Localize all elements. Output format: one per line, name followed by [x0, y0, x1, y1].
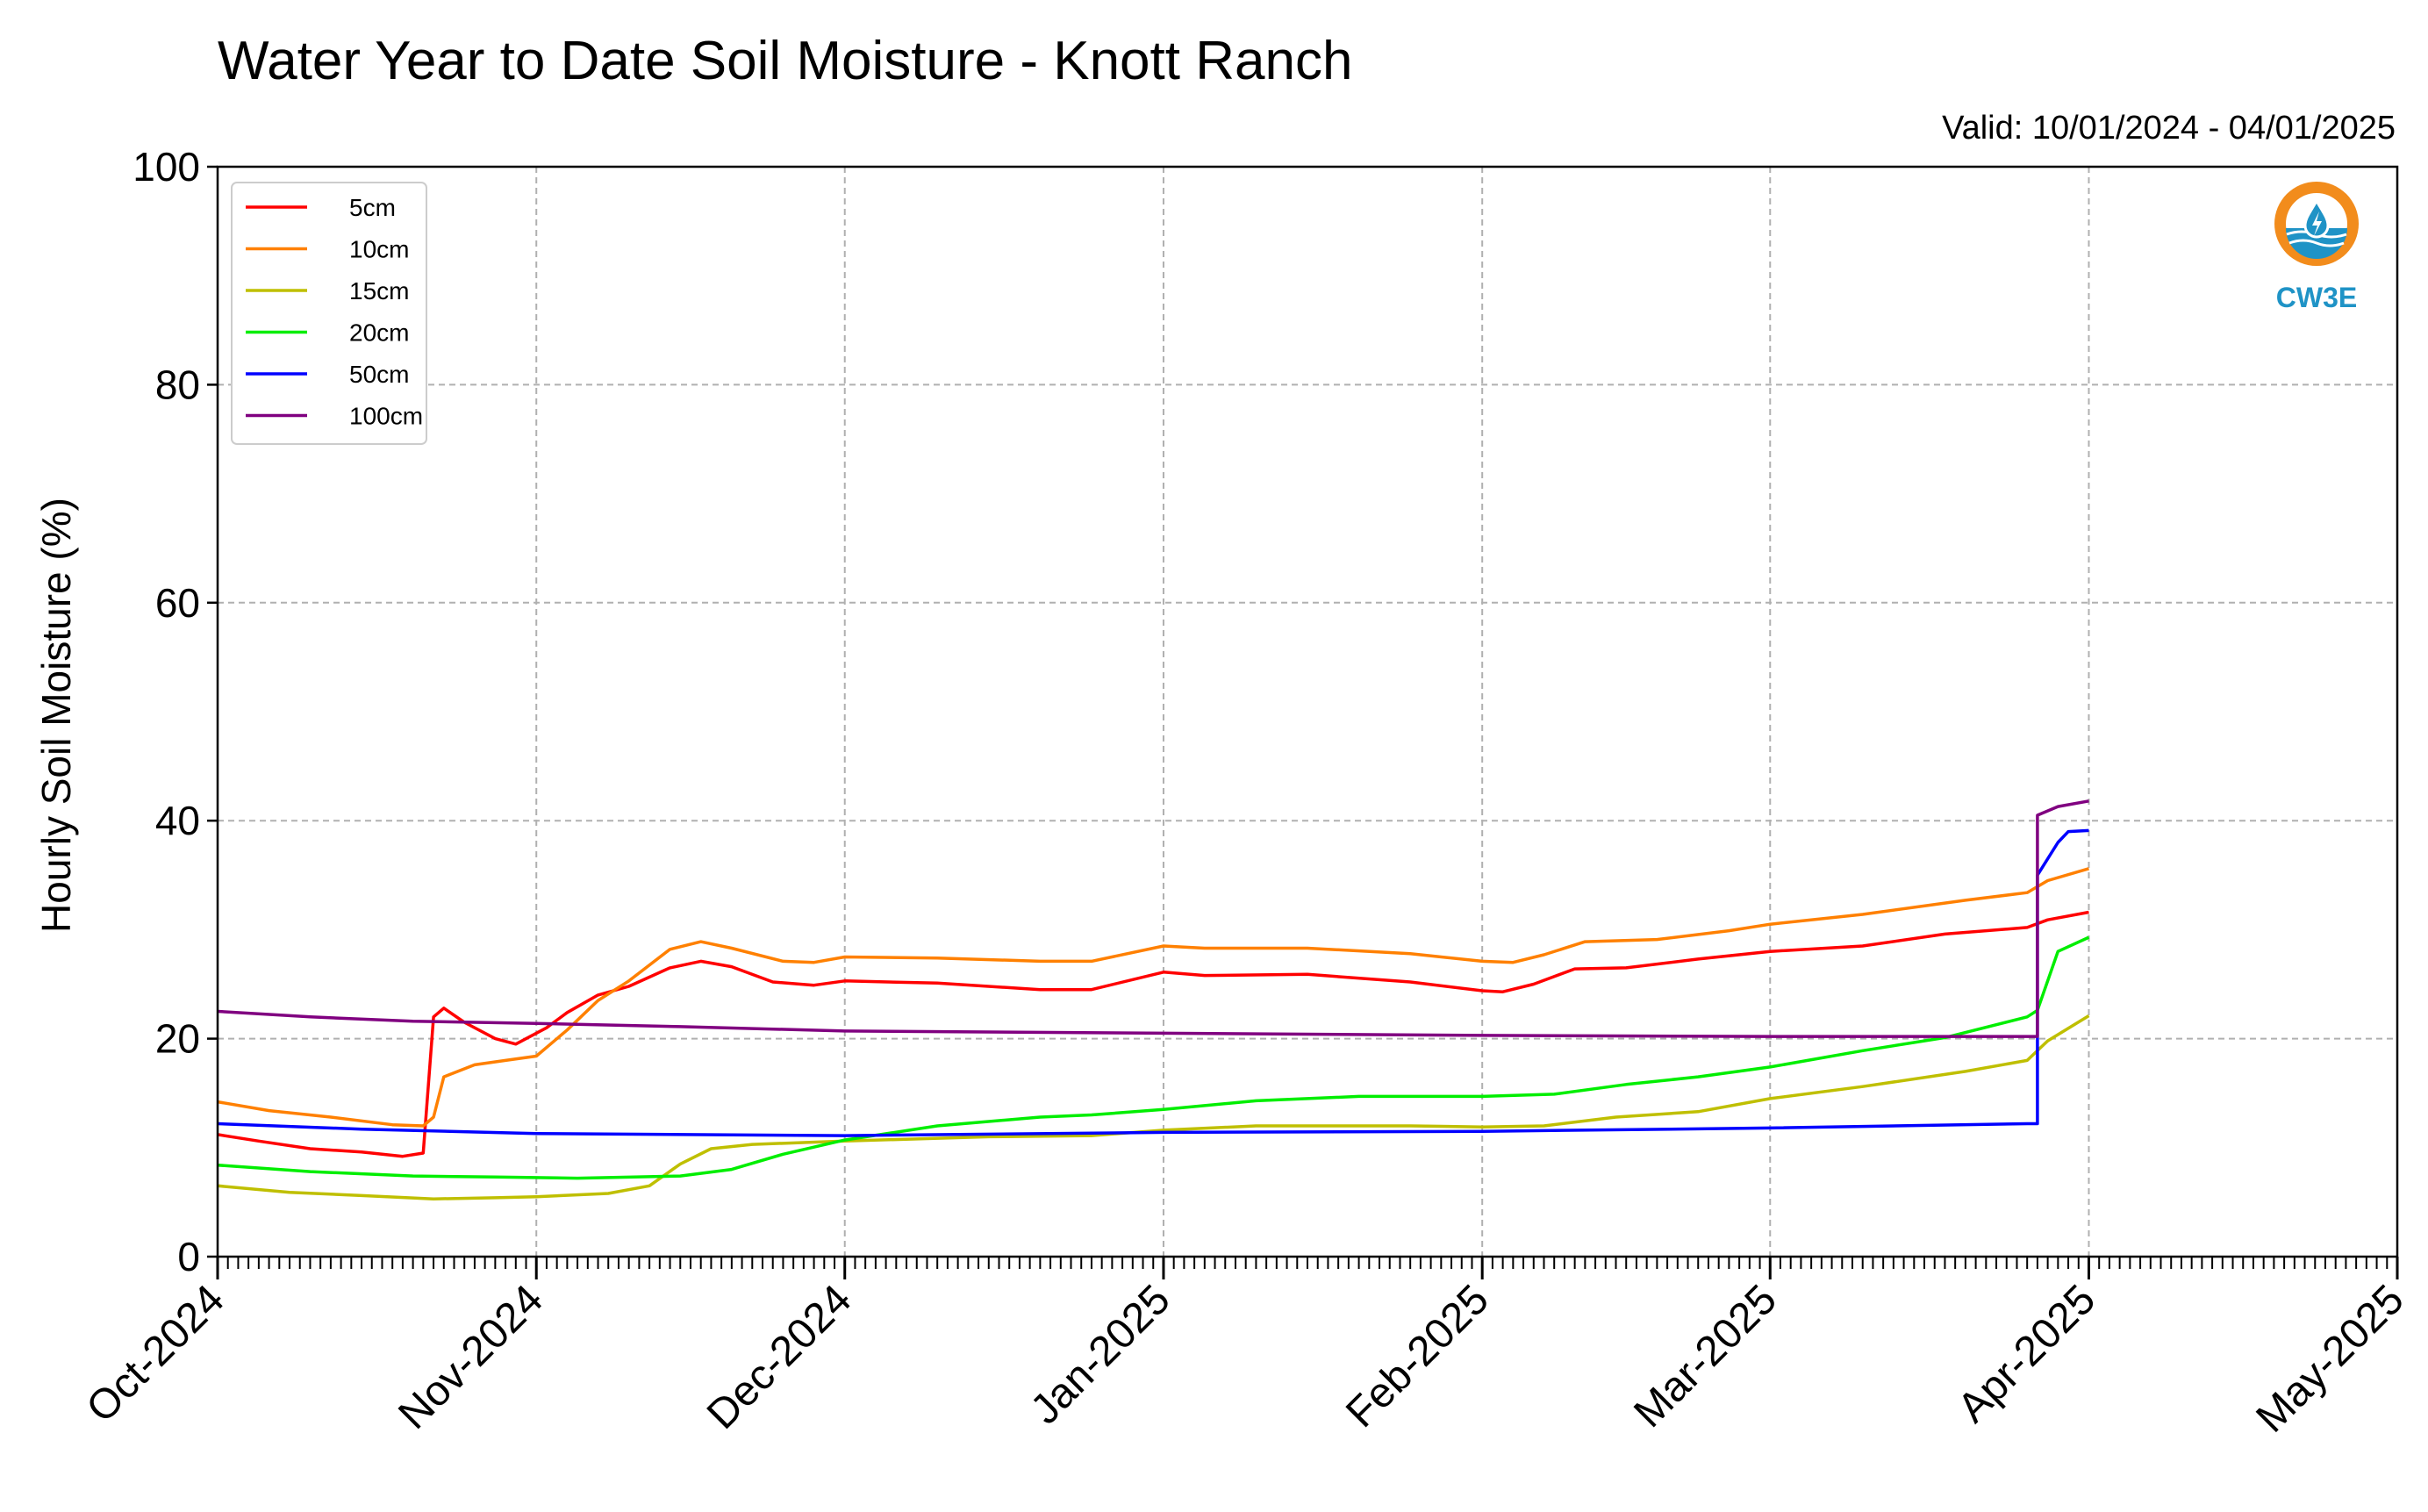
series-line-10cm [217, 867, 2089, 1128]
series-line-5cm [217, 910, 2089, 1158]
grid [218, 167, 2397, 1257]
logo-wave-2 [2288, 239, 2345, 247]
y-tick-label: 100 [133, 144, 200, 190]
chart-subtitle: Valid: 10/01/2024 - 04/01/2025 [1942, 110, 2396, 147]
series-line-15cm [217, 1014, 2090, 1200]
series-line-50cm [217, 828, 2089, 1137]
series-line-20cm [217, 935, 2090, 1180]
legend-label-100cm: 100cm [349, 403, 423, 430]
y-tick-label: 0 [177, 1234, 200, 1279]
x-tick-label: Feb-2025 [1337, 1276, 1498, 1437]
cw3e-logo: CW3E [2274, 182, 2359, 313]
x-tick-label: Jan-2025 [1022, 1276, 1179, 1433]
y-axis-label: Hourly Soil Moisture (%) [33, 498, 79, 933]
y-tick-label: 80 [155, 362, 200, 407]
plot-frame [216, 165, 2399, 1258]
y-tick-label: 20 [155, 1016, 200, 1062]
chart-title: Water Year to Date Soil Moisture - Knott… [218, 31, 1352, 91]
x-tick-label: May-2025 [2247, 1276, 2412, 1441]
x-tick-label: Mar-2025 [1625, 1276, 1786, 1437]
legend-label-5cm: 5cm [349, 194, 396, 221]
legend: 5cm 10cm 15cm 20cm 50cm 100cm [231, 182, 427, 445]
x-tick-label: Dec-2024 [698, 1276, 861, 1438]
legend-label-15cm: 15cm [349, 277, 409, 305]
y-ticks: 0 20 40 60 80 100 [133, 144, 218, 1279]
legend-label-10cm: 10cm [349, 236, 409, 263]
x-minor-ticks [217, 1257, 2398, 1269]
x-ticks: Oct-2024 Nov-2024 Dec-2024 Jan-2025 Feb-2025… [78, 1257, 2413, 1442]
x-tick-label: Apr-2025 [1949, 1276, 2104, 1431]
x-tick-label: Oct-2024 [78, 1276, 233, 1431]
series-lines [217, 799, 2090, 1200]
series-line-100cm [217, 799, 2089, 1038]
logo-text: CW3E [2276, 282, 2357, 313]
logo-bolt-icon [2312, 211, 2322, 236]
legend-label-20cm: 20cm [349, 319, 409, 347]
x-tick-label: Nov-2024 [390, 1276, 552, 1438]
y-tick-label: 40 [155, 798, 200, 843]
legend-label-50cm: 50cm [349, 361, 409, 388]
y-tick-label: 60 [155, 580, 200, 626]
